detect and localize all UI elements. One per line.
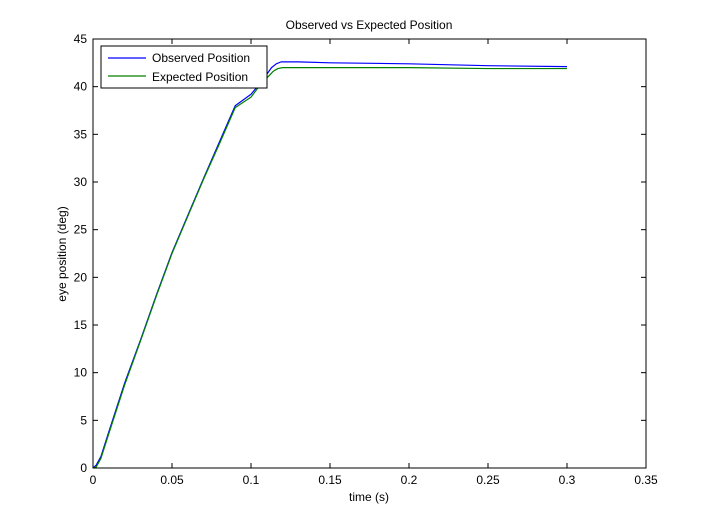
x-tick-label: 0.35 (634, 473, 658, 487)
y-axis-label: eye position (deg) (55, 206, 69, 301)
x-tick-label: 0.25 (476, 473, 500, 487)
legend: Observed Position Expected Position (100, 45, 268, 89)
plot-area (93, 39, 646, 468)
y-tick-label: 0 (80, 461, 87, 475)
y-tick-label: 45 (74, 32, 88, 46)
y-tick-label: 20 (74, 270, 88, 284)
x-axis-label: time (s) (349, 490, 389, 504)
legend-label-expected: Expected Position (152, 70, 248, 84)
series-layer (92, 61, 568, 469)
legend-label-observed: Observed Position (152, 51, 250, 65)
y-tick-label: 35 (74, 127, 88, 141)
axes-box (92, 38, 647, 469)
y-tick-label: 25 (74, 223, 88, 237)
x-tick-label: 0.05 (160, 473, 184, 487)
y-tick-label: 15 (74, 318, 88, 332)
tick-layer: 0 0.05 0.1 0.15 0.2 0.25 0.3 0.35 0 5 10 15 20 25 30 35… (74, 32, 658, 487)
y-tick-label: 40 (74, 80, 88, 94)
x-tick-label: 0.1 (243, 473, 260, 487)
y-tick-label: 30 (74, 175, 88, 189)
series-line-expected (92, 66, 567, 469)
x-tick-label: 0 (90, 473, 97, 487)
y-tick-label: 10 (74, 366, 88, 380)
x-tick-label: 0.2 (401, 473, 418, 487)
x-tick-label: 0.3 (559, 473, 576, 487)
y-tick-label: 5 (80, 413, 87, 427)
legend-box (100, 45, 268, 89)
series-line-observed (92, 61, 568, 469)
x-tick-label: 0.15 (318, 473, 342, 487)
chart-title: Observed vs Expected Position (286, 18, 453, 32)
